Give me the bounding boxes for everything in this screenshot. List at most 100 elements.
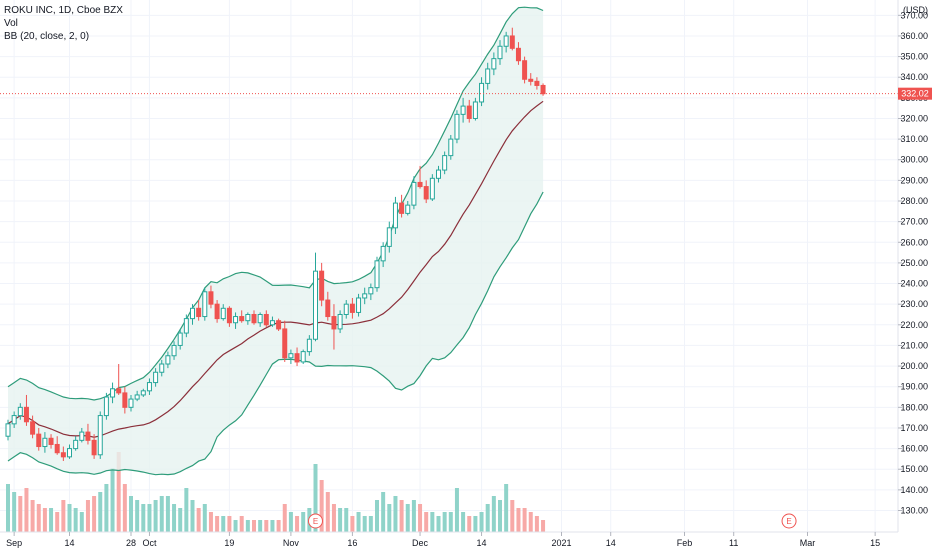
- volume-bar: [258, 520, 263, 532]
- time-tick-label: Sep: [6, 538, 22, 548]
- time-tick-label: Dec: [412, 538, 429, 548]
- candle-down: [417, 181, 423, 188]
- volume-bar: [129, 496, 133, 532]
- price-tick-label: 350.00: [900, 52, 928, 62]
- price-tick-label: 170.00: [900, 423, 928, 433]
- bollinger-band-fill: [8, 7, 544, 475]
- candle-down: [331, 316, 337, 330]
- legend-symbol[interactable]: ROKU INC, 1D, Cboe BZX: [4, 5, 123, 16]
- candle-down: [48, 437, 54, 445]
- candle-down: [60, 452, 66, 458]
- candle-up: [503, 35, 509, 47]
- candle-up: [17, 406, 23, 417]
- price-tick-label: 320.00: [900, 113, 928, 123]
- candle-up: [454, 113, 460, 140]
- volume-bar: [30, 500, 35, 532]
- candle-up: [448, 138, 454, 157]
- volume-bar: [534, 516, 539, 532]
- volume-bars: [6, 452, 546, 532]
- time-tick-label: 28: [126, 538, 136, 548]
- earnings-marker: [781, 513, 797, 529]
- currency-label: (USD): [903, 5, 928, 15]
- volume-bar: [362, 516, 367, 532]
- bollinger-upper-band: [7, 6, 544, 401]
- candle-up: [491, 58, 497, 70]
- time-tick-label: 15: [870, 538, 880, 548]
- candle-down: [251, 313, 257, 324]
- candle-up: [436, 169, 441, 179]
- candle-up: [134, 394, 140, 400]
- price-tick-label: 260.00: [900, 237, 928, 247]
- candlesticks: [5, 27, 546, 461]
- candle-up: [269, 320, 275, 326]
- candle-up: [220, 307, 226, 320]
- time-tick-label: Feb: [677, 538, 693, 548]
- candle-up: [140, 390, 146, 396]
- legend-volume[interactable]: Vol: [4, 18, 18, 29]
- candle-up: [79, 431, 85, 441]
- candle-down: [30, 421, 36, 435]
- price-tick-label: 300.00: [900, 155, 928, 165]
- price-tick-label: 370.00: [900, 10, 928, 20]
- candle-down: [54, 443, 60, 454]
- candle-down: [276, 320, 282, 330]
- candle-up: [429, 177, 435, 200]
- time-axis[interactable]: Sep 14 28 Oct 19 Nov 16 Dec 14 2021 14 Feb 11 Mar 15: [0, 531, 898, 548]
- bollinger-basis-line: [7, 100, 544, 438]
- volume-bar: [325, 492, 330, 532]
- earnings-marker-label: E: [786, 517, 791, 526]
- candle-up: [337, 313, 343, 330]
- volume-bar: [116, 452, 121, 532]
- time-tick-label: Oct: [142, 538, 157, 548]
- volume-bar: [356, 512, 361, 532]
- candle-down: [349, 303, 355, 313]
- volume-bar: [85, 500, 90, 532]
- volume-bar: [295, 516, 300, 532]
- candle-down: [466, 105, 472, 119]
- time-tick-label: Mar: [800, 538, 816, 548]
- volume-bar: [55, 512, 60, 532]
- volume-bar: [245, 520, 250, 532]
- time-tick-label: Nov: [283, 538, 300, 548]
- bollinger-lower-band: [7, 191, 544, 476]
- volume-bar: [276, 520, 281, 532]
- candle-up: [405, 204, 411, 214]
- candle-up: [11, 415, 17, 425]
- earnings-marker-label: E: [313, 517, 318, 526]
- volume-bar: [282, 504, 287, 532]
- price-axis[interactable]: (USD) 130.00 140.00 150.00 160.00 170.00 180.…: [897, 0, 932, 550]
- volume-bar: [178, 508, 183, 532]
- volume-bar: [387, 504, 392, 532]
- legend-bollinger[interactable]: BB (20, close, 2, 0): [4, 31, 90, 42]
- candle-up: [233, 316, 239, 324]
- candle-up: [103, 396, 109, 417]
- volume-bar: [215, 516, 220, 532]
- volume-bar: [405, 504, 410, 532]
- volume-bar: [504, 484, 509, 532]
- volume-bar: [67, 504, 72, 532]
- candle-down: [399, 202, 405, 214]
- volume-bar: [98, 492, 103, 532]
- volume-bar: [172, 504, 177, 532]
- price-tick-label: 290.00: [900, 175, 928, 185]
- candle-down: [36, 433, 42, 448]
- price-tick-label: 360.00: [900, 31, 928, 41]
- volume-bar: [122, 484, 127, 532]
- last-price-tag: [898, 87, 932, 100]
- candle-up: [183, 318, 189, 334]
- candle-down: [423, 186, 429, 200]
- volume-bar: [491, 496, 496, 532]
- candle-up: [343, 303, 349, 315]
- volume-bar: [430, 512, 435, 532]
- volume-bar: [233, 520, 238, 532]
- volume-bar: [473, 516, 478, 532]
- volume-bar: [442, 512, 447, 532]
- candle-up: [374, 260, 380, 289]
- candle-up: [245, 313, 251, 322]
- volume-bar: [479, 512, 484, 532]
- candle-up: [460, 105, 466, 115]
- candle-up: [171, 344, 177, 357]
- volume-bar: [110, 468, 115, 532]
